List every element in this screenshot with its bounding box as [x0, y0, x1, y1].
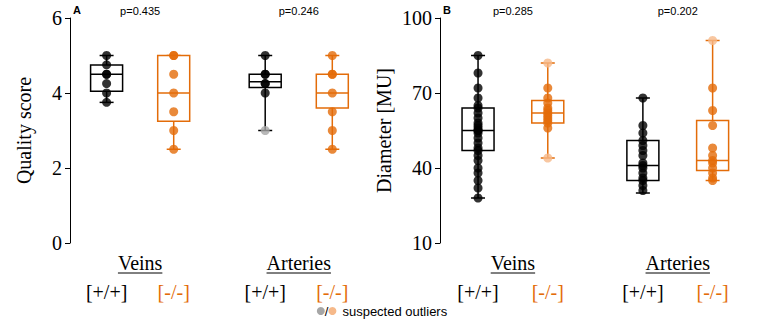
svg-text:[+/+]: [+/+] [86, 281, 127, 303]
svg-text:70: 70 [412, 82, 432, 104]
svg-text:p=0.246: p=0.246 [279, 5, 319, 17]
svg-text:A: A [73, 4, 81, 16]
svg-text:p=0.202: p=0.202 [658, 5, 698, 17]
svg-text:10: 10 [412, 232, 432, 254]
svg-text:[-/-]: [-/-] [532, 281, 564, 303]
svg-text:6: 6 [52, 7, 62, 29]
svg-text:Diameter [MU]: Diameter [MU] [373, 68, 395, 193]
svg-text:[-/-]: [-/-] [316, 281, 348, 303]
svg-text:suspected outliers: suspected outliers [342, 304, 447, 319]
svg-text:4: 4 [52, 82, 62, 104]
svg-text:[+/+]: [+/+] [244, 281, 285, 303]
svg-text:p=0.285: p=0.285 [493, 5, 533, 17]
svg-text:40: 40 [412, 157, 432, 179]
svg-text:Veins: Veins [491, 252, 536, 274]
svg-text:[-/-]: [-/-] [697, 281, 729, 303]
svg-text:0: 0 [52, 232, 62, 254]
svg-text:p=0.435: p=0.435 [120, 5, 160, 17]
svg-text:100: 100 [402, 7, 432, 29]
svg-text:2: 2 [52, 157, 62, 179]
svg-text:/: / [325, 304, 329, 319]
svg-text:[-/-]: [-/-] [158, 281, 190, 303]
svg-text:Arteries: Arteries [646, 252, 711, 274]
svg-text:[+/+]: [+/+] [622, 281, 663, 303]
svg-text:[+/+]: [+/+] [457, 281, 498, 303]
svg-text:Quality score: Quality score [13, 77, 36, 184]
svg-text:B: B [443, 4, 451, 16]
svg-text:Arteries: Arteries [267, 252, 332, 274]
svg-text:Veins: Veins [118, 252, 163, 274]
